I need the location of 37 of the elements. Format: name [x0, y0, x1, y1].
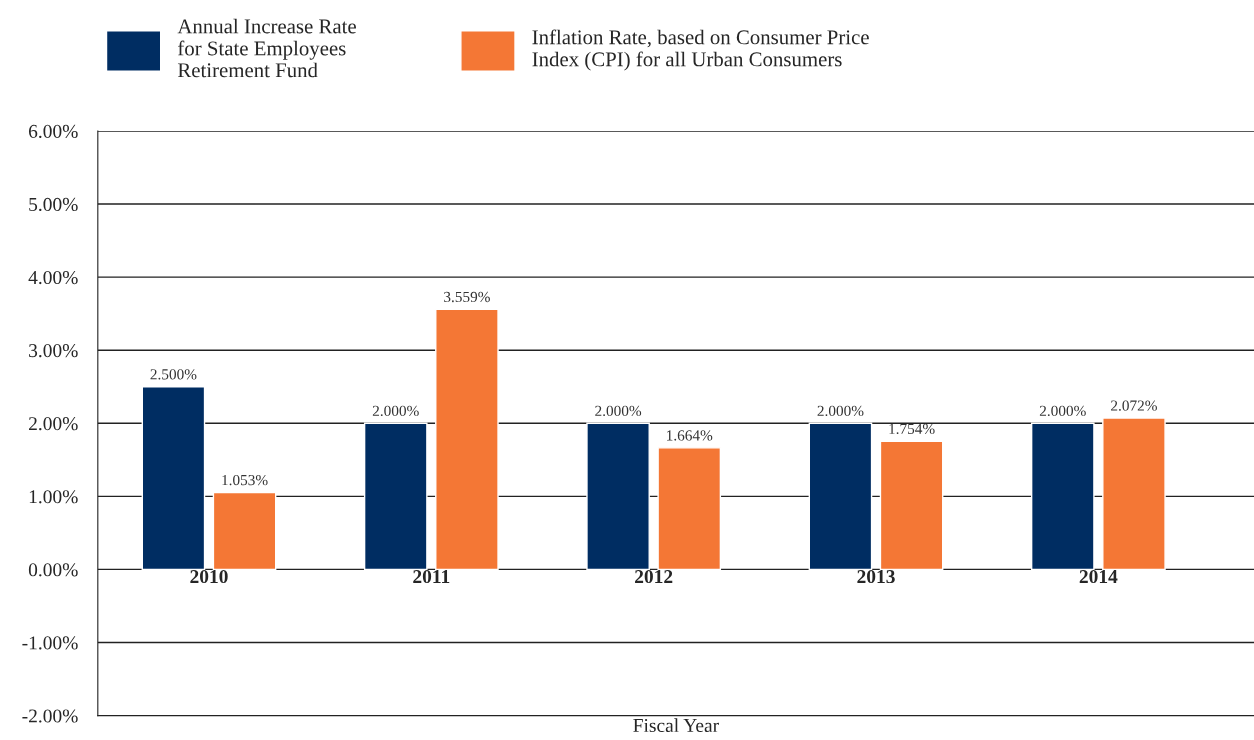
- y-tick-label: 3.00%: [29, 344, 78, 358]
- bar: [879, 440, 944, 571]
- x-tick-label: 2013: [857, 569, 895, 584]
- y-tick-label: 6.00%: [28, 124, 78, 138]
- bar: [141, 386, 206, 571]
- y-tick-label: -2.00%: [22, 709, 78, 723]
- x-tick-label: 2010: [190, 569, 228, 584]
- y-tick-label: -1.00%: [22, 636, 78, 650]
- bar: [212, 491, 277, 571]
- data-label: 1.053%: [222, 474, 268, 486]
- y-tick-label: 4.00%: [28, 270, 78, 285]
- x-tick-label: 2011: [413, 569, 450, 584]
- y-tick-label: 5.00%: [29, 197, 78, 212]
- x-tick-label: 2012: [635, 569, 673, 584]
- bar: [1030, 422, 1095, 571]
- bar: [586, 422, 650, 571]
- bar: [363, 422, 428, 571]
- legend-label: Annual Increase Rate for State Employees Retirement Fund: [177, 18, 356, 78]
- y-tick-label: 1.00%: [29, 490, 78, 504]
- data-label: 1.754%: [889, 423, 935, 435]
- data-label: 2.000%: [1039, 405, 1086, 417]
- data-label: 2.500%: [150, 369, 197, 380]
- legend-label: Inflation Rate, based on Consumer Price Index (CPI) for all Urban Consumers: [532, 29, 869, 71]
- data-label: 2.000%: [595, 405, 642, 417]
- x-axis-title: Fiscal Year: [633, 718, 719, 733]
- data-label: 2.072%: [1111, 400, 1157, 411]
- bar: [435, 308, 499, 571]
- bar: [657, 447, 722, 571]
- data-label: 3.559%: [444, 291, 490, 303]
- x-tick-label: 2014: [1079, 569, 1118, 584]
- data-label: 2.000%: [372, 405, 419, 417]
- data-label: 1.664%: [667, 430, 713, 441]
- bar: [1102, 417, 1166, 571]
- data-label: 2.000%: [817, 405, 864, 417]
- bar: [808, 422, 873, 571]
- y-tick-label: 0.00%: [28, 563, 78, 577]
- y-tick-label: 2.00%: [29, 417, 78, 431]
